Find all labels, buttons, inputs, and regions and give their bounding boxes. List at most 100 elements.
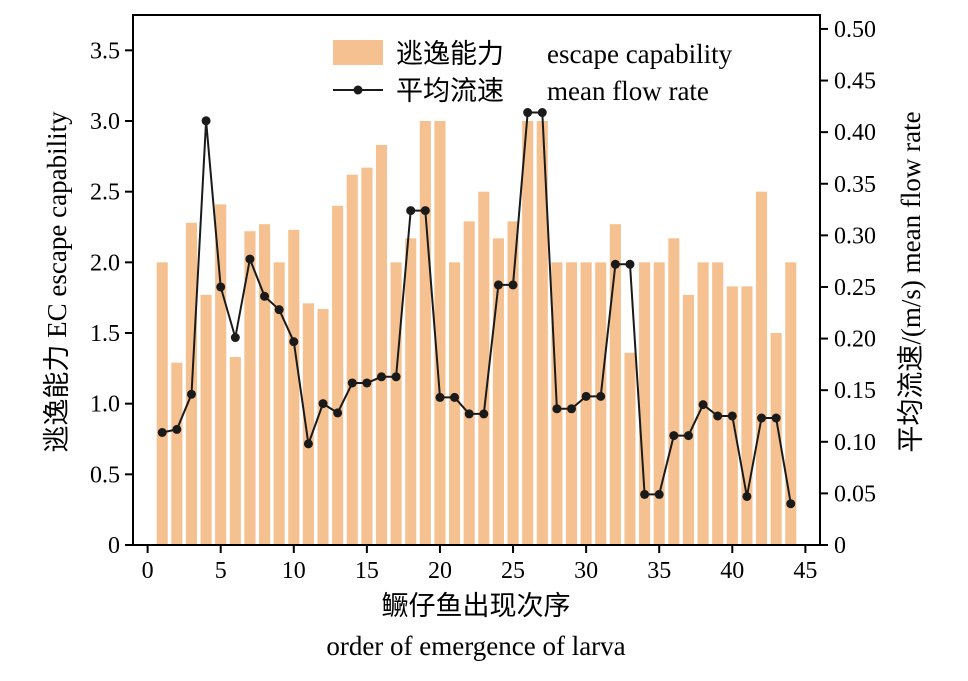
legend-bar-label-cn: 逃逸能力 [396, 39, 504, 69]
bar [712, 262, 724, 545]
x-tick-label: 0 [142, 558, 154, 584]
line-point [713, 411, 723, 421]
legend-line-label-cn: 平均流速 [396, 76, 504, 106]
line-point [640, 489, 650, 499]
bar [244, 231, 256, 546]
x-tick-label: 15 [355, 558, 379, 584]
y-right-tick-label: 0.15 [834, 378, 876, 404]
bar [682, 294, 695, 545]
bar [522, 121, 534, 545]
bar-series [156, 121, 797, 546]
bar [156, 262, 168, 545]
line-point [420, 206, 430, 216]
y-right-tick-label: 0.40 [834, 120, 876, 146]
line-point [698, 400, 708, 410]
bar [200, 294, 212, 545]
x-tick-label: 25 [501, 558, 525, 584]
bar [434, 121, 446, 545]
y-left-tick-label: 2.0 [90, 250, 120, 276]
bar [171, 362, 183, 545]
line-point [669, 431, 679, 441]
line-point [581, 391, 591, 401]
line-point [362, 378, 372, 388]
bar [507, 221, 519, 545]
bar [419, 121, 431, 545]
bar [478, 191, 490, 545]
line-point [318, 399, 328, 409]
y-left-tick-label: 1.0 [90, 392, 120, 418]
line-point [523, 108, 533, 118]
bar [463, 221, 475, 545]
legend-line-marker [353, 85, 363, 95]
bar [273, 262, 285, 545]
x-tick-label: 45 [793, 558, 817, 584]
line-point [435, 392, 445, 402]
line-point [289, 337, 299, 347]
bar [755, 191, 768, 545]
y-axis-right-label: 平均流速/(m/s) mean flow rate [896, 111, 926, 452]
bar [449, 262, 461, 545]
line-point [683, 431, 693, 441]
line-point [333, 408, 343, 418]
line-path [161, 111, 792, 504]
line-point [493, 280, 503, 290]
bar [258, 224, 271, 545]
legend-bar-swatch [333, 40, 383, 65]
x-tick-label: 30 [574, 558, 598, 584]
line-point [537, 108, 547, 118]
line-point [771, 413, 781, 423]
x-tick-label: 20 [428, 558, 452, 584]
bar [317, 308, 329, 545]
x-axis: 0 5 10 15 20 25 30 35 40 45 [142, 545, 817, 584]
y-right-tick-label: 0.35 [834, 172, 876, 198]
line-point [274, 305, 284, 315]
line-point [201, 116, 211, 126]
legend: 逃逸能力 escape capability 平均流速 mean flow ra… [333, 39, 733, 106]
y-right-tick-label: 0.20 [834, 327, 876, 353]
bar [565, 262, 578, 545]
bar [390, 262, 402, 545]
bar [653, 262, 665, 545]
line-point [625, 259, 635, 269]
y-left-tick-label: 2.5 [90, 180, 120, 206]
y-right-tick-label: 0.10 [834, 430, 876, 456]
x-axis-label-cn: 鳜仔鱼出现次序 [382, 591, 571, 621]
x-tick-label: 5 [215, 558, 227, 584]
bar [536, 121, 548, 545]
line-point [216, 282, 226, 292]
line-series [157, 108, 796, 509]
bar [332, 205, 344, 546]
bar [668, 238, 680, 545]
bar [741, 286, 753, 545]
x-tick-label: 35 [647, 558, 671, 584]
y-right-tick-label: 0.05 [834, 481, 876, 507]
bar [361, 167, 373, 545]
y-right-tick-label: 0.50 [834, 17, 876, 43]
y-left-tick-label: 0 [108, 533, 120, 559]
bar [609, 224, 621, 545]
y-left-tick-label: 3.0 [90, 109, 120, 135]
bar [302, 303, 314, 545]
line-point [786, 499, 796, 509]
line-point [391, 372, 401, 382]
line-point [157, 427, 167, 437]
y-right-tick-label: 0.45 [834, 69, 876, 95]
y-right-tick-label: 0 [834, 533, 846, 559]
line-point [757, 413, 767, 423]
line-point [479, 409, 489, 419]
bar [405, 238, 417, 545]
bar [580, 262, 592, 545]
legend-bar-label-en: escape capability [547, 39, 733, 69]
line-point [260, 291, 270, 301]
legend-line-label-en: mean flow rate [547, 76, 709, 106]
y-right-tick-label: 0.30 [834, 223, 876, 249]
plot-frame [132, 14, 821, 546]
bar [215, 204, 227, 546]
line-point [567, 404, 577, 414]
y-axis-left-label: 逃逸能力 EC escape capability [42, 111, 72, 453]
y-left-tick-label: 0.5 [90, 462, 120, 488]
line-point [654, 489, 664, 499]
bar [639, 262, 651, 545]
line-point [347, 378, 357, 388]
